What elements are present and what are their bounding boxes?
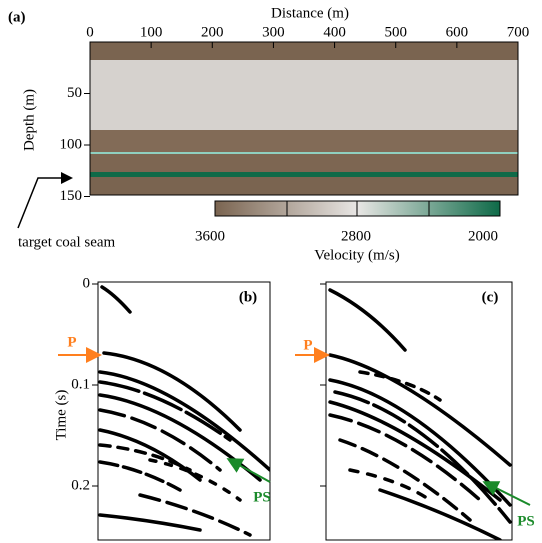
y-tick-label: 0 [83,275,91,291]
panel-frame [97,281,271,541]
axis-title: Distance (m) [271,5,349,21]
annotation: target coal seam [18,234,116,250]
annotation: PS [253,489,271,505]
panel-label: (c) [482,289,499,305]
arrow [226,458,271,483]
axes: 0 100 200 300 400 500 600 700 50 100 150 [60,24,530,204]
x-tick-label: 100 [140,24,163,40]
colorbar-tick: 3600 [195,228,225,244]
x-tick-label: 400 [323,24,346,40]
panel-frame [325,281,513,541]
x-tick-label: 700 [507,24,530,40]
y-tick-label: 0.2 [71,477,90,493]
seismic-gather [328,288,512,540]
y-tick-label: 150 [60,188,83,204]
x-tick-label: 500 [384,24,407,40]
seismic-gather [98,285,270,537]
axes: 0 0.1 0.2 [71,275,98,493]
annotation: P [303,337,312,353]
annotation: P [67,334,76,350]
x-tick-label: 600 [446,24,469,40]
axes [320,283,326,487]
colorbar-tick: 2000 [468,228,498,244]
panel-label: (a) [8,9,26,25]
x-tick-label: 200 [201,24,224,40]
annotation: PS [517,513,535,529]
y-tick-label: 50 [67,85,82,101]
y-tick-label: 0.1 [71,376,90,392]
axis-title: Depth (m) [21,89,37,151]
x-tick-label: 0 [86,24,94,40]
y-tick-label: 100 [60,136,83,152]
axis-title: Time (s) [53,390,69,441]
colorbar-tick: 2800 [341,228,371,244]
panel-label: (b) [239,289,257,305]
arrow [17,172,73,229]
arrow [482,481,531,506]
x-tick-label: 300 [262,24,285,40]
velocity-model [89,41,519,196]
colorbar-title: Velocity (m/s) [314,247,399,263]
